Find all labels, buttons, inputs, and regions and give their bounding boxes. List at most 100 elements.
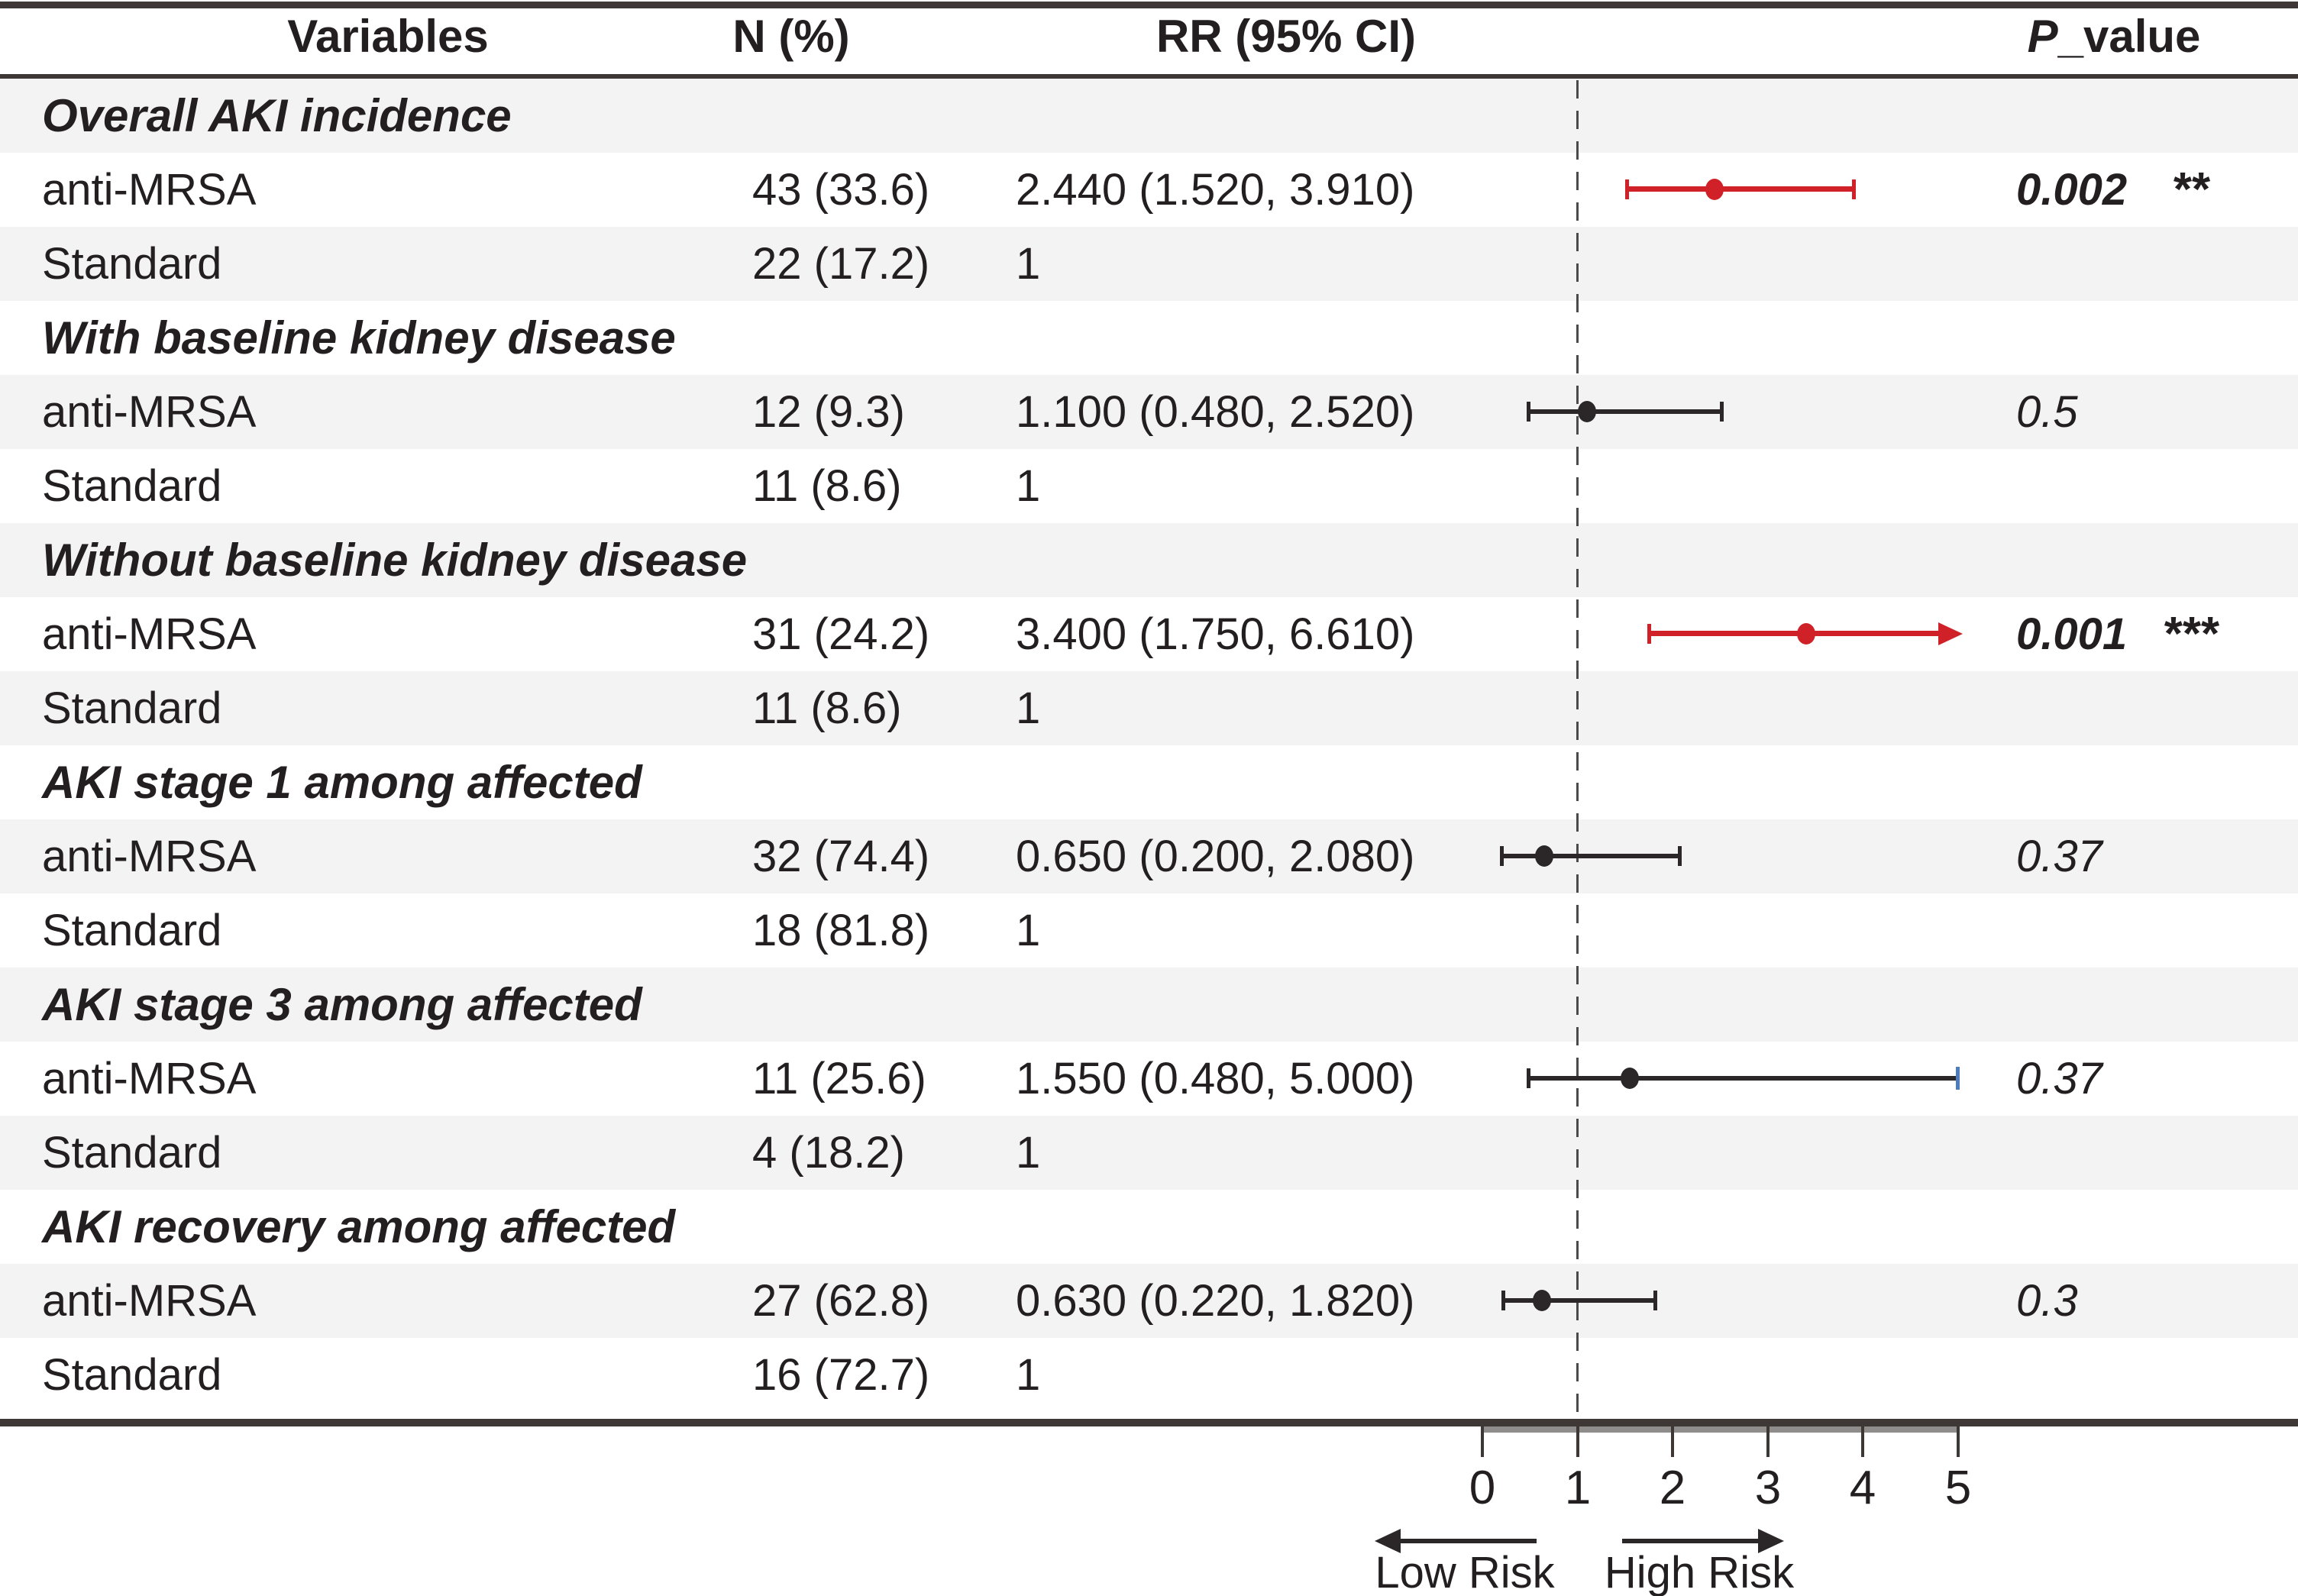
n-percent-value: 16 (72.7) <box>752 1350 930 1400</box>
row-label: anti-MRSA <box>42 165 257 215</box>
rr-ci-text: 0.650 (0.200, 2.080) <box>1016 832 1415 881</box>
section-header-label: AKI stage 1 among affected <box>42 757 642 808</box>
rr-ci-text: 1 <box>1016 906 1041 955</box>
column-header-n-pct: N (%) <box>732 11 850 62</box>
ci-whisker-line <box>1503 1298 1656 1303</box>
ci-point-estimate-dot <box>1621 1068 1639 1089</box>
p-value-header-italic-p: P <box>2027 11 2058 62</box>
ci-whisker-line <box>1649 631 1941 636</box>
row-label: Standard <box>42 1350 222 1400</box>
row-label: Standard <box>42 239 222 289</box>
n-percent-value: 4 (18.2) <box>752 1128 905 1178</box>
rr-ci-text: 1 <box>1016 239 1041 289</box>
row-label: anti-MRSA <box>42 832 257 881</box>
significance-stars: ** <box>2173 163 2211 216</box>
rr-ci-text: 2.440 (1.520, 3.910) <box>1016 165 1415 215</box>
rr-ci-text: 0.630 (0.220, 1.820) <box>1016 1276 1415 1326</box>
p-value: 0.37 <box>2016 832 2102 881</box>
ci-cap-high <box>1852 179 1856 199</box>
axis-tick-label: 3 <box>1754 1462 1782 1514</box>
ci-cap-low <box>1500 846 1504 866</box>
row-label: anti-MRSA <box>42 1276 257 1326</box>
rr-ci-text: 3.400 (1.750, 6.610) <box>1016 609 1415 659</box>
column-header-p-value: P_value <box>1961 0 2267 73</box>
ci-point-estimate-dot <box>1797 623 1815 645</box>
ci-cap-low <box>1501 1291 1505 1310</box>
p-value: 0.37 <box>2016 1054 2102 1103</box>
high-risk-arrow-shaft <box>1622 1539 1760 1543</box>
axis-bar <box>1482 1426 1958 1433</box>
axis-tick-label: 5 <box>1944 1462 1972 1514</box>
n-percent-value: 11 (25.6) <box>752 1054 926 1103</box>
column-header-rr-ci: RR (95% CI) <box>1155 11 1417 62</box>
n-percent-value: 27 (62.8) <box>752 1276 930 1326</box>
n-percent-value: 11 (8.6) <box>752 683 902 733</box>
axis-tick <box>1957 1426 1960 1457</box>
bottom-rule <box>0 1419 2298 1426</box>
p-value: 0.5 <box>2016 387 2078 437</box>
row-stripe <box>0 968 2298 1042</box>
row-stripe <box>0 1264 2298 1338</box>
ci-cap-high <box>1653 1291 1657 1310</box>
ci-cap-low <box>1625 179 1629 199</box>
axis-tick-label: 1 <box>1564 1462 1592 1514</box>
high-risk-label: High Risk <box>1604 1548 1795 1596</box>
axis-tick-label: 4 <box>1849 1462 1876 1514</box>
row-label: anti-MRSA <box>42 609 257 659</box>
n-percent-value: 31 (24.2) <box>752 609 930 659</box>
n-percent-value: 11 (8.6) <box>752 461 902 511</box>
row-label: Standard <box>42 1128 222 1178</box>
ci-arrow-high-icon <box>1938 622 1963 645</box>
n-percent-value: 12 (9.3) <box>752 387 905 437</box>
rr-ci-text: 1 <box>1016 1128 1041 1178</box>
ci-whisker-line <box>1528 409 1722 414</box>
axis-tick <box>1481 1426 1484 1457</box>
row-stripe <box>0 79 2298 153</box>
row-stripe <box>0 671 2298 745</box>
p-value: 0.3 <box>2016 1276 2078 1326</box>
ci-cap-low <box>1647 624 1651 644</box>
significance-stars: *** <box>2164 608 2220 661</box>
n-percent-value: 18 (81.8) <box>752 906 930 955</box>
rr-ci-text: 1 <box>1016 461 1041 511</box>
n-percent-value: 32 (74.4) <box>752 832 930 881</box>
section-header-label: AKI recovery among affected <box>42 1201 676 1252</box>
row-label: Standard <box>42 906 222 955</box>
section-header-label: Without baseline kidney disease <box>42 535 748 586</box>
header-rule <box>0 74 2298 80</box>
ci-point-estimate-dot <box>1705 179 1724 200</box>
row-stripe <box>0 893 2298 968</box>
p-value: 0.002 <box>2016 165 2128 215</box>
n-percent-value: 43 (33.6) <box>752 165 930 215</box>
ci-whisker-line <box>1627 186 1854 192</box>
reference-line-rr-1 <box>1576 80 1579 1426</box>
row-stripe <box>0 819 2298 893</box>
n-percent-value: 22 (17.2) <box>752 239 930 289</box>
rr-ci-text: 1 <box>1016 683 1041 733</box>
row-stripe <box>0 449 2298 523</box>
axis-tick-label: 2 <box>1659 1462 1686 1514</box>
low-risk-arrow-head-icon <box>1375 1529 1401 1553</box>
row-stripe <box>0 523 2298 597</box>
row-label: Standard <box>42 461 222 511</box>
rr-ci-text: 1.100 (0.480, 2.520) <box>1016 387 1415 437</box>
row-label: Standard <box>42 683 222 733</box>
row-stripe <box>0 1190 2298 1264</box>
rr-ci-text: 1 <box>1016 1350 1041 1400</box>
ci-point-estimate-dot <box>1535 845 1553 867</box>
axis-tick-label: 0 <box>1469 1462 1496 1514</box>
row-stripe <box>0 745 2298 819</box>
ci-whisker-line <box>1528 1076 1958 1081</box>
ci-point-estimate-dot <box>1533 1290 1551 1311</box>
rr-ci-text: 1.550 (0.480, 5.000) <box>1016 1054 1415 1103</box>
ci-cap-high <box>1678 846 1682 866</box>
section-header-label: Overall AKI incidence <box>42 90 512 141</box>
low-risk-arrow-shaft <box>1399 1539 1537 1543</box>
p-value: 0.001 <box>2016 609 2128 659</box>
axis-tick <box>1861 1426 1864 1457</box>
low-risk-label: Low Risk <box>1375 1548 1555 1596</box>
row-stripe <box>0 153 2298 227</box>
ci-whisker-line <box>1501 854 1680 858</box>
row-stripe <box>0 1116 2298 1190</box>
